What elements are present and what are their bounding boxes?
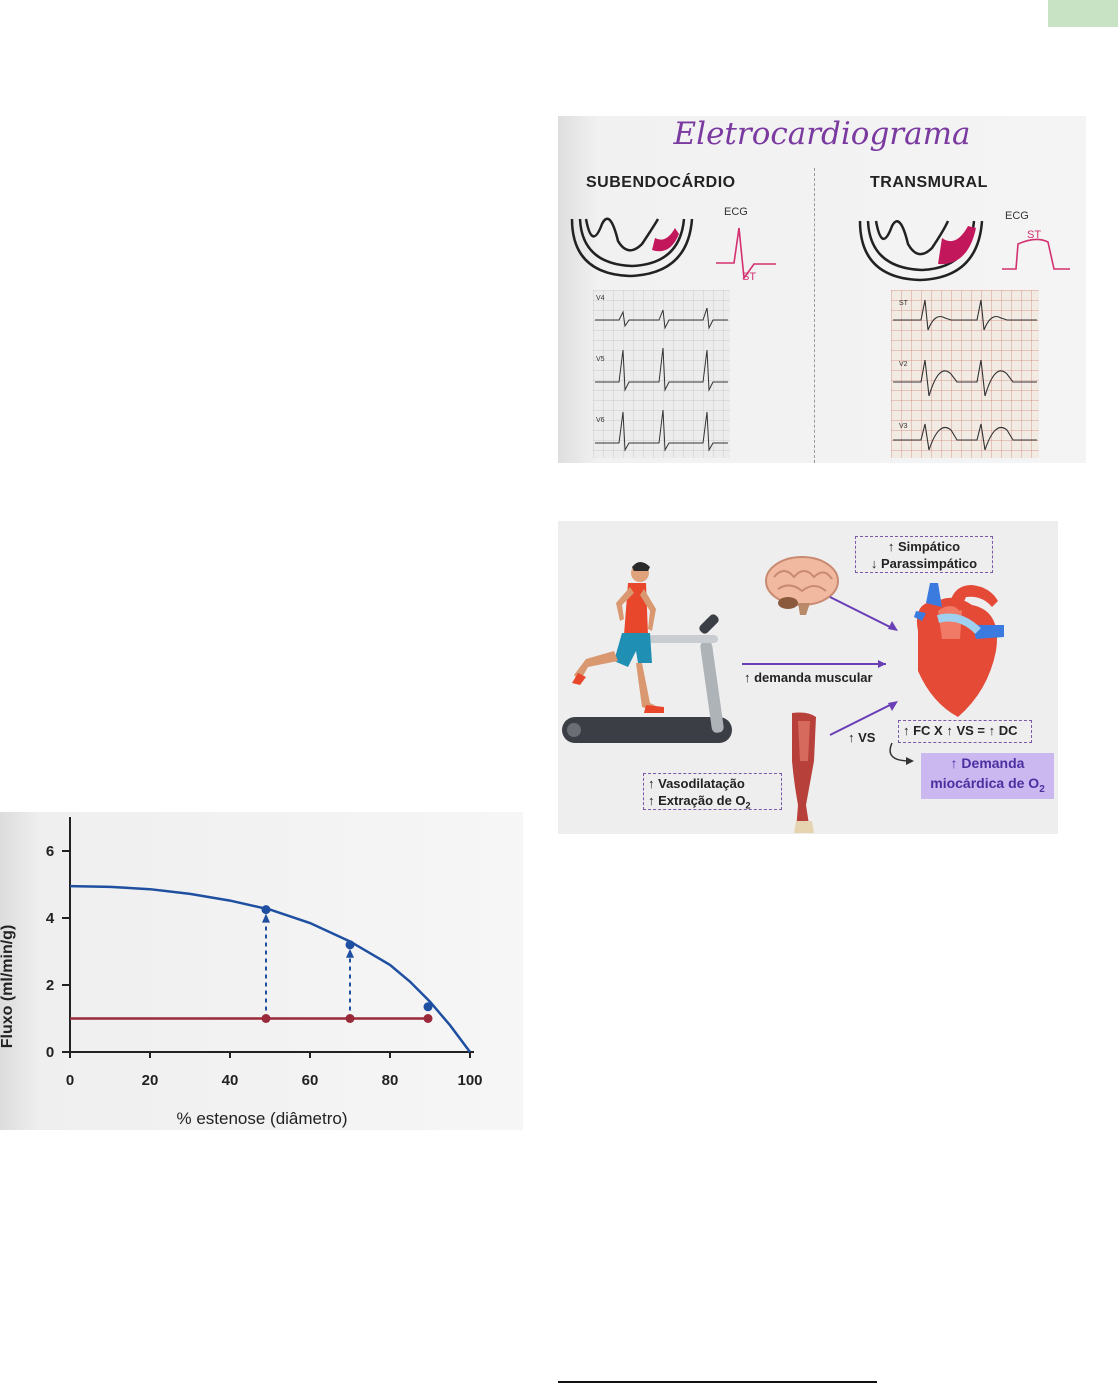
y-tick-label: 0 [46,1044,54,1061]
ecg-divider [814,168,815,463]
myocardial-demand-box: ↑ Demanda miocárdica de O2 [921,753,1054,799]
extraction-subscript: 2 [745,800,751,811]
chart-svg: 0 20 40 60 80 100 0 2 4 6 % estenose (diâmetro) Flu… [0,817,483,1128]
series-point [261,1014,271,1023]
extraction-text: ↑ Extração de O2 [648,792,777,815]
runner-icon [572,562,664,713]
st-label-right: ST [1027,229,1042,241]
y-tick-label: 6 [46,843,54,860]
series-point [345,1014,355,1023]
parasympathetic-text: ↓ Parassimpático [870,556,978,571]
subendocardial-traces [595,307,728,452]
autonomic-box: ↑ Simpático ↓ Parassimpático [855,536,993,573]
subendocardial-ecg-trace [716,227,776,281]
vasodilation-text: ↑ Vasodilatação [648,776,745,791]
lead-label: V5 [596,356,605,363]
ecg-label-right: ECG [1005,210,1029,222]
x-tick-label: 40 [222,1072,239,1089]
brain-icon [765,556,839,615]
ecg-title: Eletrocardiograma [673,116,971,152]
corner-tab [1048,0,1118,27]
stroke-volume-text: ↑ VS [848,730,876,745]
demand-line1: ↑ Demanda [950,755,1025,771]
footnote-rule [558,1381,877,1383]
arrow-head [346,948,354,958]
series-point [345,940,355,950]
x-tick-label: 0 [66,1072,74,1089]
muscle-response-box: ↑ Vasodilatação ↑ Extração de O2 [643,773,782,811]
lead-label: V6 [596,417,605,424]
series-line-1 [69,884,472,1053]
ecg-figure: Eletrocardiograma SUBENDOCÁRDIO TRANSMUR… [558,116,1086,463]
lead-label: V3 [899,423,908,430]
treadmill-icon [562,614,732,743]
x-tick-label: 80 [382,1072,399,1089]
lead-label: V4 [596,295,605,302]
muscle-demand-text: ↑ demanda muscular [744,670,873,685]
x-axis-label: % estenose (diâmetro) [176,1109,347,1128]
flow-stenosis-chart: 0 20 40 60 80 100 0 2 4 6 % estenose (diâmetro) Flu… [0,812,523,1130]
exercise-illustration [562,556,1004,833]
transmural-traces [893,299,1037,451]
transmural-heading: TRANSMURAL [870,174,988,191]
subendocardial-heart-icon [570,217,694,278]
demand-subscript: 2 [1039,783,1045,795]
x-tick-label: 20 [142,1072,159,1089]
exercise-physiology-figure: ↑ Simpático ↓ Parassimpático ↑ demanda m… [558,521,1058,834]
demand-line2: miocárdica de O [930,775,1040,791]
cardiac-output-formula: ↑ FC X ↑ VS = ↑ DC [898,720,1032,743]
transmural-heart-icon [858,220,984,282]
arrow-head [262,913,270,923]
ecg-diagrams [570,217,1070,282]
heart-icon [914,583,1004,717]
st-label-left: ST [742,271,757,283]
subendocardial-ecg-strip: V4 V5 V6 [593,290,730,458]
y-tick-label: 4 [46,910,55,927]
extraction-label: ↑ Extração de O [648,793,746,808]
transmural-ecg-trace [1002,238,1070,270]
lead-label: ST [899,300,908,307]
y-tick-label: 2 [46,977,54,994]
series-point [423,1014,433,1023]
leg-muscle-icon [792,712,816,833]
transmural-ecg-strip: ST V2 V3 [891,290,1039,458]
lead-label: V2 [899,361,908,368]
x-tick-label: 60 [302,1072,319,1089]
x-tick-label: 100 [457,1072,482,1089]
series-point [423,1002,433,1012]
sympathetic-text: ↑ Simpático [887,539,961,554]
ecg-label-left: ECG [724,206,748,218]
series-point [261,905,271,915]
y-axis-label: Fluxo (ml/min/g) [0,925,16,1049]
subendocardial-heading: SUBENDOCÁRDIO [586,174,736,191]
